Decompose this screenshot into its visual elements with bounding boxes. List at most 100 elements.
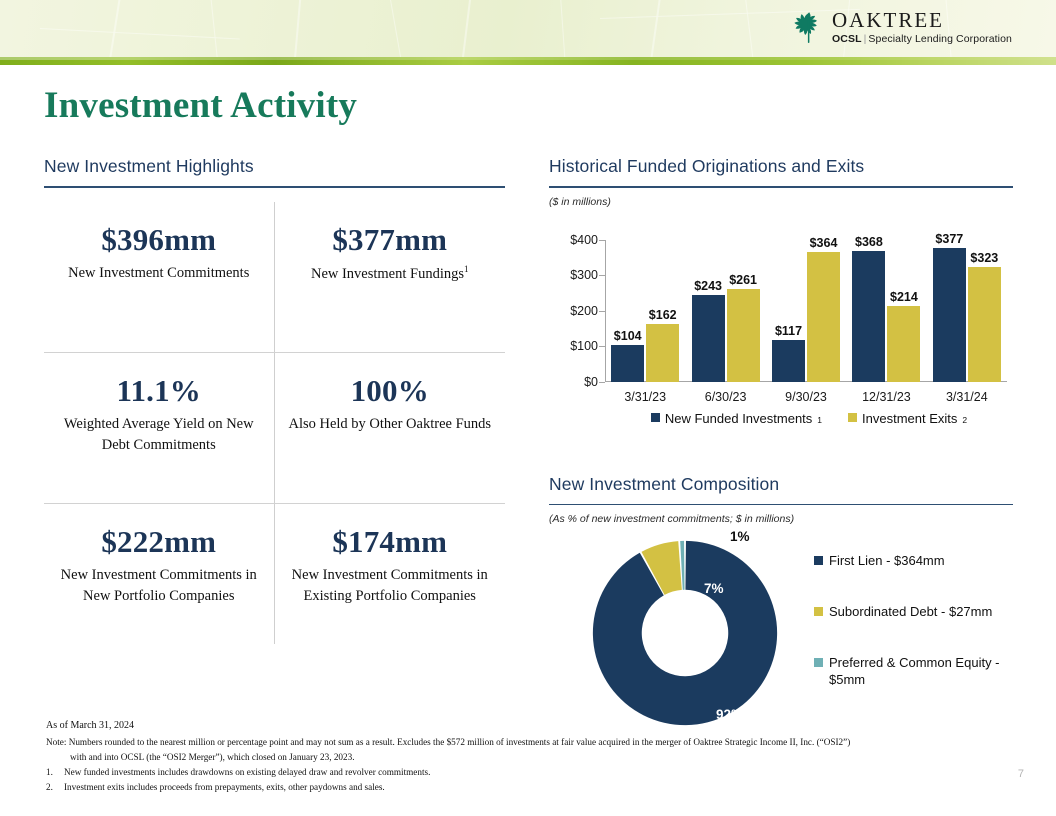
metric-label: New Investment Commitments in Existing P… [291, 567, 488, 604]
footnote-ref: 1 [817, 414, 823, 425]
donut-slice-preferred-common-equity [680, 541, 685, 591]
footnote-number: 1. [46, 767, 53, 777]
footnote-item-1: 1. New funded investments includes drawd… [46, 765, 1006, 780]
metric-value: $377mm [332, 221, 448, 257]
legend-item-investment-exits: Investment Exits 2 [848, 411, 967, 426]
y-axis-tick: $400 [549, 233, 605, 247]
bar: $243 [691, 279, 725, 382]
bar-group: $377 $323 [927, 232, 1007, 382]
legend-swatch-icon [814, 556, 823, 566]
footnote-note-line1: Note: Numbers rounded to the nearest mil… [46, 737, 851, 748]
x-axis-label: 12/31/23 [862, 389, 911, 404]
donut-chart: 92% 7% 1% [591, 529, 779, 727]
y-axis-tick: $0 [549, 375, 605, 389]
y-axis-line [605, 239, 606, 382]
bar: $104 [611, 329, 645, 382]
x-axis-labels: 3/31/23 6/30/23 9/30/23 12/31/23 3/31/24 [605, 390, 1007, 404]
metric-card-yield: 11.1% Weighted Average Yield on New Debt… [44, 352, 275, 503]
bar: $323 [967, 251, 1001, 382]
donut-heading: New Investment Composition [549, 473, 780, 494]
bar-value-label: $364 [809, 236, 838, 251]
bar-value-label: $368 [855, 234, 883, 249]
donut-area: 92% 7% 1% First Lien - $364mm Subordinat… [549, 529, 1014, 746]
bar: $261 [726, 273, 760, 382]
bar-chart-legend: New Funded Investments 1 Investment Exits… [605, 411, 1013, 426]
bar-chart-rule [549, 186, 1013, 188]
donut-slice-first-lien [592, 541, 778, 726]
metric-row: $222mm New Investment Commitments in New… [44, 502, 505, 644]
metric-value: 11.1% [116, 372, 202, 408]
footnote-text: New funded investments includes drawdown… [64, 767, 431, 777]
donut-label-first-lien: 92% [716, 707, 744, 723]
bar-group: $368 $214 [846, 235, 926, 382]
logo-divider: | [863, 33, 867, 45]
metric-card-oaktree-funds: 100% Also Held by Other Oaktree Funds [275, 353, 506, 503]
brand-name: OAKTREE [832, 8, 945, 32]
donut-subtitle: (As % of new investment commitments; $ i… [549, 513, 795, 526]
legend-swatch-icon [814, 607, 823, 617]
metric-value: 100% [350, 372, 429, 408]
metric-card-fundings: $377mm New Investment Fundings1 [275, 202, 506, 352]
legend-swatch-icon [650, 412, 660, 422]
legend-label: New Funded Investments [664, 410, 813, 426]
metric-label: New Investment Commitments [68, 265, 250, 282]
metric-label: Weighted Average Yield on New Debt Commi… [63, 416, 254, 453]
footnote-ref: 1 [464, 264, 469, 275]
brand-sub-text: Specialty Lending Corporation [868, 33, 1012, 45]
highlights-heading: New Investment Highlights [44, 156, 254, 176]
historical-originations-section: Historical Funded Originations and Exits… [549, 156, 1013, 426]
legend-item-new-funded-investments: New Funded Investments 1 [650, 410, 823, 426]
legend-label: First Lien - $364mm [829, 553, 945, 569]
highlights-rule [44, 186, 505, 188]
as-of-date: As of March 31, 2024 [46, 720, 135, 731]
bar: $377 [932, 232, 966, 382]
bar: $117 [772, 324, 806, 382]
x-axis-label: 3/31/23 [624, 389, 667, 404]
bar: $364 [807, 236, 841, 382]
legend-swatch-icon [814, 657, 823, 667]
metric-row: 11.1% Weighted Average Yield on New Debt… [44, 351, 506, 503]
bar: $162 [646, 308, 680, 382]
x-axis-line [605, 380, 1007, 382]
bar-groups: $104 $162 $243 $261 $117 $364 $368 $214 $377 $323 [605, 232, 1007, 382]
x-axis-label: 3/31/24 [945, 389, 988, 404]
bar-value-label: $214 [890, 289, 918, 304]
y-axis-tick: $200 [549, 304, 605, 318]
bar-group: $117 $364 [766, 236, 846, 382]
x-axis-label: 6/30/23 [704, 389, 747, 404]
oaktree-logo: OAKTREE OCSL | Specialty Lending Corporati… [794, 10, 1012, 45]
footnote-ref: 2 [962, 414, 968, 425]
metric-card-commitments: $396mm New Investment Commitments [44, 201, 275, 352]
y-axis-tick: $300 [549, 268, 605, 282]
donut-label-subordinated: 7% [704, 581, 724, 597]
donut-rule [549, 503, 1013, 506]
page-number: 7 [1017, 768, 1024, 780]
donut-label-equity: 1% [730, 529, 750, 545]
page-title: Investment Activity [44, 85, 358, 126]
bar: $214 [887, 290, 921, 382]
bar: $368 [852, 235, 886, 382]
metric-label: New Investment Fundings1 [310, 264, 469, 282]
right-column: Historical Funded Originations and Exits… [549, 156, 1013, 746]
header-band: OAKTREE OCSL | Specialty Lending Corporati… [0, 0, 1056, 57]
donut-slice-subordinated-debt [641, 541, 682, 596]
bar-value-label: $377 [935, 231, 964, 246]
metric-label: Also Held by Other Oaktree Funds [288, 416, 492, 433]
x-axis-label: 9/30/23 [785, 389, 827, 404]
bar-value-label: $162 [648, 308, 677, 323]
legend-item-subordinated-debt: Subordinated Debt - $27mm [814, 604, 1014, 621]
header-bottom-line [0, 65, 1056, 67]
bar-value-label: $261 [729, 272, 758, 287]
bar-group: $243 $261 [685, 240, 765, 382]
y-axis-tick: $100 [549, 339, 605, 353]
metric-label: New Investment Commitments in New Portfo… [60, 567, 257, 604]
legend-item-preferred-common-equity: Preferred & Common Equity - $5mm [814, 655, 1014, 689]
footnote-text: Investment exits includes proceeds from … [64, 781, 385, 792]
metric-value: $222mm [101, 523, 217, 559]
bar-value-label: $323 [970, 250, 999, 265]
new-investment-highlights-panel: New Investment Highlights $396mm New Inv… [44, 156, 505, 644]
bar-value-label: $117 [774, 324, 803, 339]
bar-chart-subtitle: ($ in millions) [549, 195, 611, 208]
legend-label: Preferred & Common Equity - $5mm [829, 654, 1000, 687]
bar-chart-heading: Historical Funded Originations and Exits [549, 156, 865, 176]
